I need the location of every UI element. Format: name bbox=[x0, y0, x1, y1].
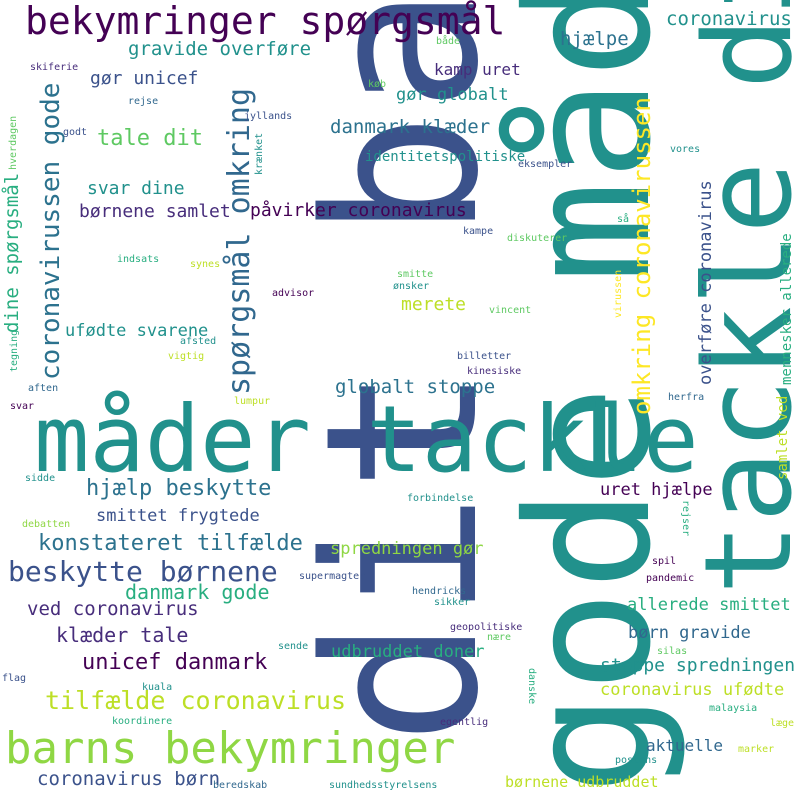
word-coronavirus-top: coronavirus bbox=[666, 8, 792, 30]
word-spredningen-goer: spredningen gør bbox=[330, 539, 484, 559]
word-flag: flag bbox=[2, 673, 27, 684]
word-tegning: tegning bbox=[9, 329, 20, 372]
word-oensker: ønsker bbox=[393, 281, 430, 292]
word-jyllands: jyllands bbox=[244, 111, 293, 122]
word-svar-dine: svar dine bbox=[87, 178, 185, 199]
word-hjaelpe: hjælpe bbox=[560, 28, 629, 50]
word-indsats: indsats bbox=[117, 254, 160, 265]
word-hverdagen: hverdagen bbox=[8, 115, 19, 170]
word-stoppe-spredningen: stoppe spredningen bbox=[600, 655, 796, 676]
word-udbruddet-doner: udbruddet doner bbox=[331, 642, 485, 662]
word-kraenket: krænket bbox=[254, 132, 265, 175]
word-hjaelp-beskytte: hjælp beskytte bbox=[86, 476, 272, 501]
word-advisor: advisor bbox=[272, 288, 315, 299]
word-beredskab: beredskab bbox=[213, 780, 268, 791]
word-boernene-samlet: børnene samlet bbox=[79, 201, 231, 222]
word-synes: synes bbox=[190, 259, 221, 270]
word-sundhedsstyrelsens: sundhedsstyrelsens bbox=[329, 780, 438, 791]
word-danmark-klaeder: danmark klæder bbox=[330, 116, 491, 138]
word-marker: marker bbox=[738, 744, 775, 755]
word-forbindelse: forbindelse bbox=[407, 493, 474, 504]
word-egentlig: egentlig bbox=[440, 717, 489, 728]
word-mennesker-allerede: mennesker allerede bbox=[779, 233, 795, 385]
word-danmark-gode: danmark gode bbox=[125, 580, 270, 604]
word-vincent: vincent bbox=[489, 305, 532, 316]
word-goer-globalt: gør globalt bbox=[396, 85, 509, 105]
word-godt: godt bbox=[63, 127, 88, 138]
word-vigtig: vigtig bbox=[168, 351, 205, 362]
word-boernene-udbruddet: børnene udbruddet bbox=[505, 773, 659, 791]
word-bekymringer-spoergsmaal: bekymringer spørgsmål bbox=[25, 0, 506, 43]
word-kamp-uret: kamp uret bbox=[434, 60, 521, 79]
word-billetter: billetter bbox=[457, 351, 512, 362]
word-malaysia: malaysia bbox=[709, 703, 758, 714]
word-koordinere: koordinere bbox=[112, 716, 173, 727]
word-silas: silas bbox=[657, 646, 688, 657]
word-laege: læge bbox=[770, 718, 795, 729]
word-identitetspolitiske: identitetspolitiske bbox=[365, 149, 526, 165]
word-geopolitiske: geopolitiske bbox=[450, 622, 523, 633]
word-eksempler: eksempler bbox=[518, 159, 573, 170]
word-pandemic: pandemic bbox=[646, 573, 695, 584]
word-allerede-smittet: allerede smittet bbox=[627, 595, 791, 615]
word-lumpur: lumpur bbox=[234, 396, 271, 407]
word-postens: postens bbox=[615, 755, 658, 766]
word-baade: både bbox=[436, 36, 461, 47]
word-kinesiske: kinesiske bbox=[467, 366, 522, 377]
word-smittet-frygtede: smittet frygtede bbox=[96, 506, 260, 526]
word-saa: så bbox=[617, 214, 630, 225]
word-debatten: debatten bbox=[22, 519, 71, 530]
word-spil: spil bbox=[652, 556, 677, 567]
word-aften: aften bbox=[28, 383, 59, 394]
word-omkring-coronavirussen: omkring coronavirussen bbox=[628, 97, 656, 415]
word-svar: svar bbox=[10, 401, 35, 412]
word-diskuterer: diskuterer bbox=[507, 233, 568, 244]
word-kampe: kampe bbox=[463, 226, 494, 237]
word-sidde: sidde bbox=[25, 473, 56, 484]
word-spoergsmaal-omkring: spørgsmål omkring bbox=[222, 87, 257, 395]
word-unicef-danmark: unicef danmark bbox=[82, 650, 268, 675]
word-tale-dit: tale dit bbox=[97, 126, 203, 151]
word-merete: merete bbox=[401, 294, 467, 315]
word-kuala: kuala bbox=[142, 682, 173, 693]
word-vores: vores bbox=[670, 144, 701, 155]
word-beskytte-boernene: beskytte børnene bbox=[8, 555, 278, 588]
word-herfra: herfra bbox=[668, 392, 705, 403]
word-sende: sende bbox=[278, 641, 309, 652]
word-ved-coronavirus: ved coronavirus bbox=[27, 598, 199, 620]
word-smitte: smitte bbox=[397, 269, 434, 280]
word-uret-hjaelpe: uret hjælpe bbox=[600, 480, 713, 500]
word-maader-tackle: måder tackle bbox=[34, 386, 699, 493]
word-afsted: afsted bbox=[180, 336, 217, 347]
word-supermagter: supermagter bbox=[299, 571, 366, 582]
word-konstateret-tilfaelde: konstateret tilfælde bbox=[38, 531, 303, 556]
word-koeb: køb bbox=[368, 79, 387, 90]
word-sikker: sikker bbox=[434, 597, 471, 608]
word-klaeder-tale: klæder tale bbox=[56, 623, 189, 647]
word-naere: nære bbox=[487, 632, 512, 643]
word-danske: danske bbox=[526, 668, 537, 705]
word-tilfaelde-coronavirus: tilfælde coronavirus bbox=[45, 686, 347, 715]
word-boern-gravide: børn gravide bbox=[628, 623, 751, 643]
word-ufoedte-svarene: ufødte svarene bbox=[65, 321, 209, 341]
word-samlet-ved: samlet ved bbox=[775, 395, 791, 480]
word-aktuelle: aktuelle bbox=[646, 736, 724, 755]
word-goer-unicef: gør unicef bbox=[90, 68, 199, 89]
word-coronavirussen-gode: coronavirussen gode bbox=[36, 82, 66, 380]
word-skiferie: skiferie bbox=[30, 62, 79, 73]
word-globalt-stoppe: globalt stoppe bbox=[335, 376, 496, 398]
word-dine-spoergsmaal: dine spørgsmål bbox=[1, 172, 23, 333]
word-rejse: rejse bbox=[128, 96, 159, 107]
word-gravide-overfoere: gravide overføre bbox=[128, 38, 312, 60]
word-coronavirus-boern: coronavirus børn bbox=[37, 768, 221, 790]
word-overfoere-coronavirus: overføre coronavirus bbox=[696, 180, 716, 385]
word-barns-bekymringer: barns bekymringer bbox=[5, 723, 456, 774]
word-virussen: virussen bbox=[613, 269, 624, 318]
word-paavirker-coronavirus: påvirker coronavirus bbox=[250, 200, 467, 221]
word-hendricks: hendricks bbox=[412, 586, 467, 597]
word-rejser: rejser bbox=[680, 500, 691, 537]
word-coronavirus-ufoedte: coronavirus ufødte bbox=[600, 680, 785, 700]
